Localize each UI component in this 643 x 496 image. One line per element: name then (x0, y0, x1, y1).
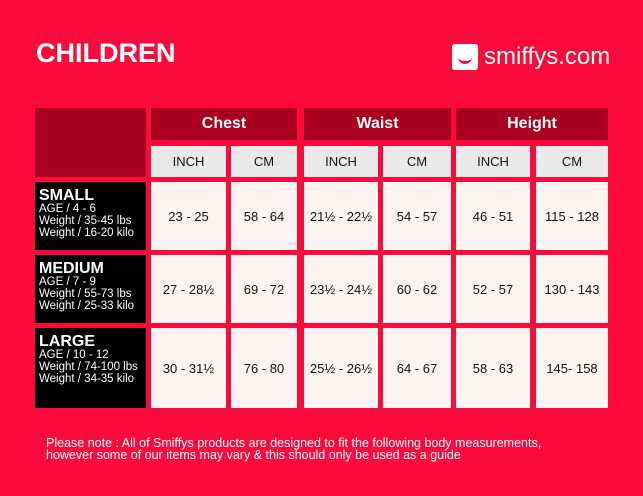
table-cell: 46 - 51 (456, 182, 530, 250)
size-weight-kilo: Weight / 25-33 kilo (39, 300, 135, 312)
size-weight-lbs: Weight / 35-45 lbs (39, 215, 132, 227)
table-cell: 54 - 57 (383, 182, 451, 250)
group-header-chest: Chest (151, 108, 297, 140)
table-cell: 76 - 80 (231, 328, 297, 408)
table-cell: 25½ - 26½ (304, 328, 378, 408)
table-cell: 130 - 143 (536, 255, 608, 323)
unit-header: INCH (456, 146, 530, 177)
table-cell: 115 - 128 (536, 182, 608, 250)
table-cell: 69 - 72 (231, 255, 297, 323)
size-weight-kilo: Weight / 16-20 kilo (39, 227, 135, 239)
corner-header (35, 108, 146, 177)
unit-header: CM (536, 146, 608, 177)
size-age: AGE / 10 - 12 (39, 349, 109, 361)
size-label-medium: MEDIUM AGE / 7 - 9 Weight / 55-73 lbs Weigh… (35, 255, 146, 323)
table-cell: 58 - 64 (231, 182, 297, 250)
size-label-small: SMALL AGE / 4 - 6 Weight / 35-45 lbs Weight… (35, 182, 146, 250)
smile-icon (452, 44, 478, 70)
table-cell: 145- 158 (536, 328, 608, 408)
size-weight-lbs: Weight / 74-100 lbs (39, 361, 138, 373)
note-line-1: Please note : All of Smiffys products ar… (46, 436, 542, 450)
size-size: LARGE (39, 333, 95, 350)
size-weight-lbs: Weight / 55-73 lbs (39, 288, 132, 300)
size-age: AGE / 4 - 6 (39, 203, 96, 215)
table-cell: 58 - 63 (456, 328, 530, 408)
logo-text: smiffys.com (484, 43, 611, 70)
table-cell: 23 - 25 (151, 182, 226, 250)
group-header-height: Height (456, 108, 608, 140)
table-cell: 52 - 57 (456, 255, 530, 323)
note: Please note : All of Smiffys products ar… (46, 436, 542, 462)
unit-header: INCH (151, 146, 226, 177)
table-cell: 64 - 67 (383, 328, 451, 408)
note-line-2: however some of our items may vary & thi… (46, 448, 461, 462)
table-cell: 27 - 28½ (151, 255, 226, 323)
table-cell: 23½ - 24½ (304, 255, 378, 323)
unit-header: CM (383, 146, 451, 177)
smiffys-logo: smiffys.com (452, 43, 610, 71)
table-cell: 60 - 62 (383, 255, 451, 323)
size-size: SMALL (39, 187, 95, 204)
size-label-large: LARGE AGE / 10 - 12 Weight / 74-100 lbs Wei… (35, 328, 146, 408)
table-cell: 30 - 31½ (151, 328, 226, 408)
size-age: AGE / 7 - 9 (39, 276, 96, 288)
page-title: CHILDREN (36, 38, 176, 68)
size-size: MEDIUM (39, 260, 104, 277)
unit-header: CM (231, 146, 297, 177)
table-cell: 21½ - 22½ (304, 182, 378, 250)
size-weight-kilo: Weight / 34-35 kilo (39, 373, 135, 385)
unit-header: INCH (304, 146, 378, 177)
group-header-waist: Waist (304, 108, 451, 140)
